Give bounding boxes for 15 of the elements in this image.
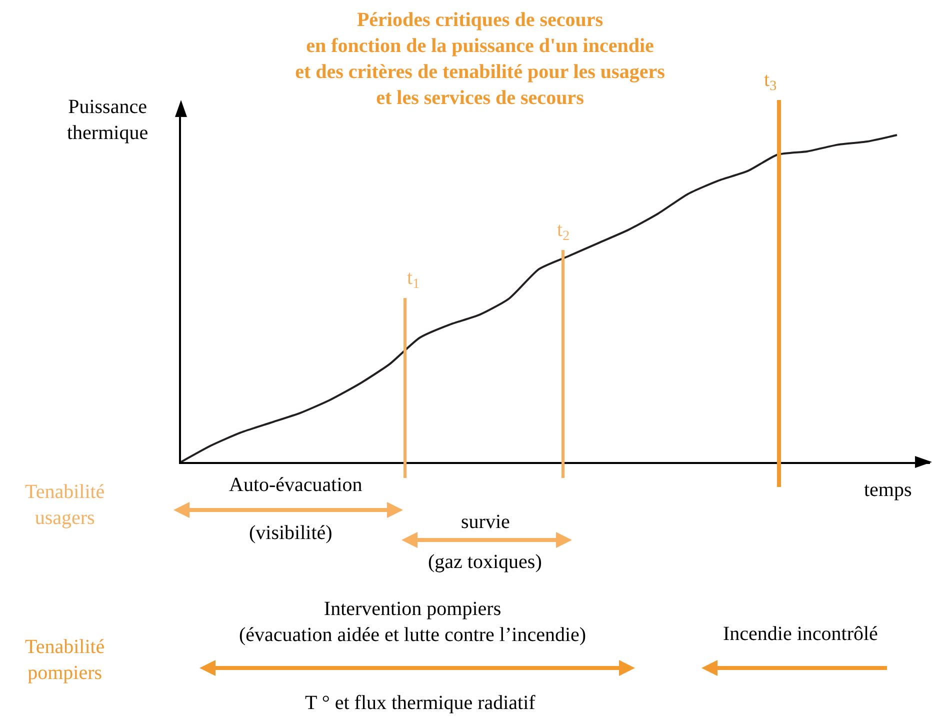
text: (visibilité) <box>249 522 332 544</box>
text: T ° et flux thermique radiatif <box>305 692 536 714</box>
text: (gaz toxiques) <box>428 551 542 573</box>
annotation: t$_{2}$ <box>557 219 570 244</box>
y-axis-title: Puissance thermique <box>67 96 148 144</box>
text: Tenabilité usagers <box>25 481 105 529</box>
x-axis-title: temps <box>864 479 912 501</box>
text: survie <box>461 511 510 533</box>
annotation: t$_{1}$ <box>407 267 420 292</box>
text: t$_{3}$ <box>764 69 777 94</box>
text: Auto-évacuation <box>229 474 362 496</box>
chart-title: Périodes critiques de secours en fonction de la puissance d'un incendie et des critères de tenabilité pour les usagers et les services de secours <box>295 9 666 109</box>
text: Incendie incontrôlé <box>723 623 878 645</box>
text: Tenabilité pompiers <box>25 636 105 684</box>
text: Intervention pompiers (évacuation aidée et lutte contre l’incendie) <box>239 598 586 646</box>
